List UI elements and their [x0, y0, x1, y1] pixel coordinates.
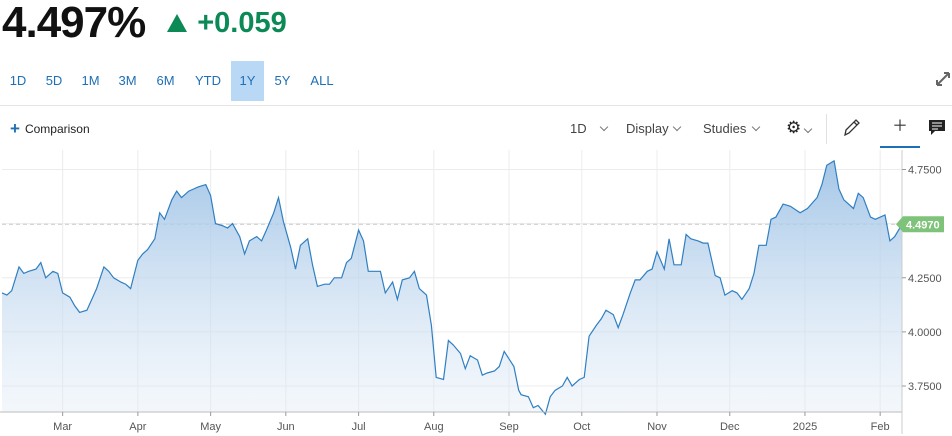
range-ytd[interactable]: YTD	[195, 73, 221, 88]
x-tick-label: Jul	[352, 421, 366, 433]
x-tick-label: Aug	[424, 421, 444, 433]
x-tick-label: Dec	[720, 421, 740, 433]
header-divider	[0, 105, 952, 106]
display-dropdown[interactable]: Display	[626, 121, 681, 136]
range-1m[interactable]: 1M	[81, 73, 100, 88]
x-axis-ticks: Mar Apr May Jun Jul Aug Sep Oct Nov Dec 2025 Feb	[53, 412, 890, 433]
last-value-badge-shape	[896, 216, 944, 233]
x-tick-label: Jun	[277, 421, 295, 433]
up-arrow-icon	[167, 14, 188, 32]
x-tick-label: Mar	[53, 421, 72, 433]
display-label: Display	[626, 121, 669, 136]
comparison-button[interactable]: + Comparison	[10, 119, 90, 138]
chevron-down-icon	[672, 122, 681, 132]
x-tick-label: 2025	[793, 421, 817, 433]
crosshair-icon[interactable]	[880, 112, 920, 148]
gear-icon[interactable]: ⚙	[786, 118, 802, 137]
price-change: +0.059	[197, 6, 287, 39]
comment-icon[interactable]	[928, 118, 946, 136]
studies-label: Studies	[703, 121, 747, 136]
y-tick-label: 4.7500	[908, 164, 942, 176]
chevron-down-icon	[599, 122, 608, 132]
x-tick-label: Sep	[499, 421, 519, 433]
range-1d[interactable]: 1D	[9, 73, 27, 88]
y-tick-label: 3.7500	[908, 381, 942, 393]
chevron-down-icon	[752, 122, 761, 132]
comparison-label: Comparison	[24, 122, 90, 136]
x-tick-label: Apr	[129, 421, 146, 433]
range-3m[interactable]: 3M	[118, 73, 137, 88]
range-all[interactable]: ALL	[310, 73, 334, 88]
time-range-selector: 1D 5D 1M 3M 6M YTD 1Y 5Y ALL	[0, 61, 343, 101]
quote-header: 4.497% +0.059	[2, 0, 287, 47]
series-area	[2, 160, 902, 415]
yield-price: 4.497%	[2, 0, 146, 47]
studies-dropdown[interactable]: Studies	[703, 121, 761, 136]
range-6m[interactable]: 6M	[156, 73, 175, 88]
y-tick-label: 4.0000	[908, 327, 942, 339]
chevron-down-icon[interactable]	[803, 124, 813, 134]
chart-toolbar: + Comparison 1D Display Studies ⚙	[0, 112, 952, 148]
series-line	[1, 159, 903, 416]
plus-icon: +	[10, 119, 20, 138]
x-tick-label: Oct	[573, 421, 590, 433]
range-5y[interactable]: 5Y	[274, 73, 291, 88]
range-5d[interactable]: 5D	[45, 73, 63, 88]
expand-icon[interactable]	[934, 66, 952, 88]
range-1y[interactable]: 1Y	[231, 61, 264, 101]
interval-dropdown[interactable]: 1D	[570, 121, 608, 136]
last-value-badge: 4.4970	[896, 216, 944, 233]
y-tick-label: 4.2500	[908, 273, 942, 285]
toolbar-separator	[826, 114, 827, 144]
x-tick-label: May	[200, 421, 221, 433]
yield-chart: Mar Apr May Jun Jul Aug Sep Oct Nov Dec 2025 Feb 4.…	[0, 150, 944, 434]
interval-label: 1D	[570, 121, 587, 136]
x-tick-label: Nov	[647, 421, 667, 433]
pencil-icon[interactable]	[842, 116, 862, 138]
x-tick-label: Feb	[871, 421, 890, 433]
last-value-label: 4.4970	[906, 219, 940, 231]
